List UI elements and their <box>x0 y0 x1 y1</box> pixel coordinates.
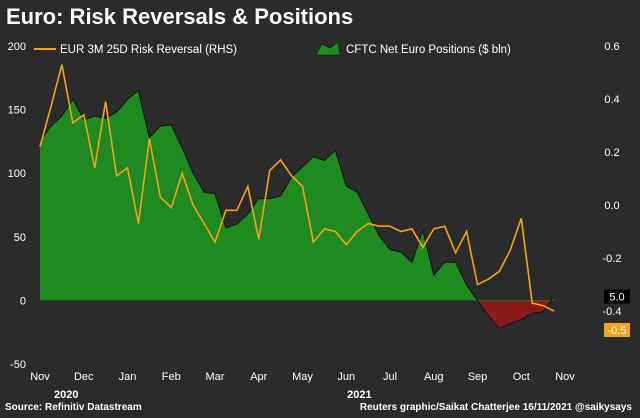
left-tick-label: 0 <box>20 295 26 307</box>
risk-reversal-polyline <box>39 64 555 312</box>
positions-area <box>39 89 555 330</box>
right-axis: -0.4 -0.2 0.0 0.2 0.4 0.6 <box>603 41 622 318</box>
x-tick-label: Jan <box>119 371 137 383</box>
x-tick-label: Nov <box>555 371 575 383</box>
credit-note: Reuters graphic/Saikat Chatterjee 16/11/… <box>359 402 632 413</box>
risk-reversal-line <box>39 64 555 312</box>
x-tick-label: Jun <box>337 371 355 383</box>
x-tick-label: Jul <box>383 371 397 383</box>
x-tick-label: Apr <box>250 371 267 383</box>
right-tick-label: 0.2 <box>604 147 619 159</box>
x-tick-label: Dec <box>74 371 94 383</box>
positions-area-positive <box>40 90 555 301</box>
year-label: 2021 <box>347 389 371 401</box>
last-value-badges: 5.0 -0.5 <box>604 289 630 337</box>
positions-area-negative <box>477 301 551 329</box>
legend-label: CFTC Net Euro Positions ($ bln) <box>346 44 511 56</box>
right-tick-label: 0.0 <box>604 200 619 212</box>
right-last-value-badge <box>604 323 630 337</box>
right-tick-label: 0.4 <box>604 94 619 106</box>
x-tick-label: May <box>292 371 313 383</box>
x-axis: Nov Dec Jan Feb Mar Apr May Jun Jul Aug Sep Oct Nov 2… <box>30 371 575 401</box>
x-tick-label: Feb <box>162 371 181 383</box>
chart-title: Euro: Risk Reversals & Positions <box>6 4 354 29</box>
left-tick-label: 150 <box>8 105 26 117</box>
right-last-value-label: -0.5 <box>608 325 627 337</box>
legend-area-swatch <box>315 41 341 56</box>
positions-area-edge <box>39 89 555 330</box>
x-tick-label: Oct <box>513 371 530 383</box>
right-tick-label: -0.4 <box>603 306 622 318</box>
year-label: 2020 <box>54 389 78 401</box>
x-tick-label: Nov <box>30 371 50 383</box>
legend: EUR 3M 25D Risk Reversal (RHS) CFTC Net E… <box>34 41 511 56</box>
left-last-value-label: 5.0 <box>609 292 624 304</box>
right-tick-label: -0.2 <box>603 253 622 265</box>
left-last-value-badge <box>604 289 630 304</box>
source-note: Source: Refinitiv Datastream <box>5 402 142 413</box>
right-tick-label: 0.6 <box>604 41 619 53</box>
left-tick-label: 50 <box>14 232 26 244</box>
left-tick-label: 100 <box>8 168 26 180</box>
left-axis: -50 0 50 100 150 200 <box>8 41 26 371</box>
legend-label: EUR 3M 25D Risk Reversal (RHS) <box>60 44 237 56</box>
left-tick-label: -50 <box>10 359 26 371</box>
x-tick-label: Mar <box>206 371 225 383</box>
x-tick-label: Aug <box>424 371 444 383</box>
left-tick-label: 200 <box>8 41 26 53</box>
x-tick-label: Sep <box>468 371 488 383</box>
